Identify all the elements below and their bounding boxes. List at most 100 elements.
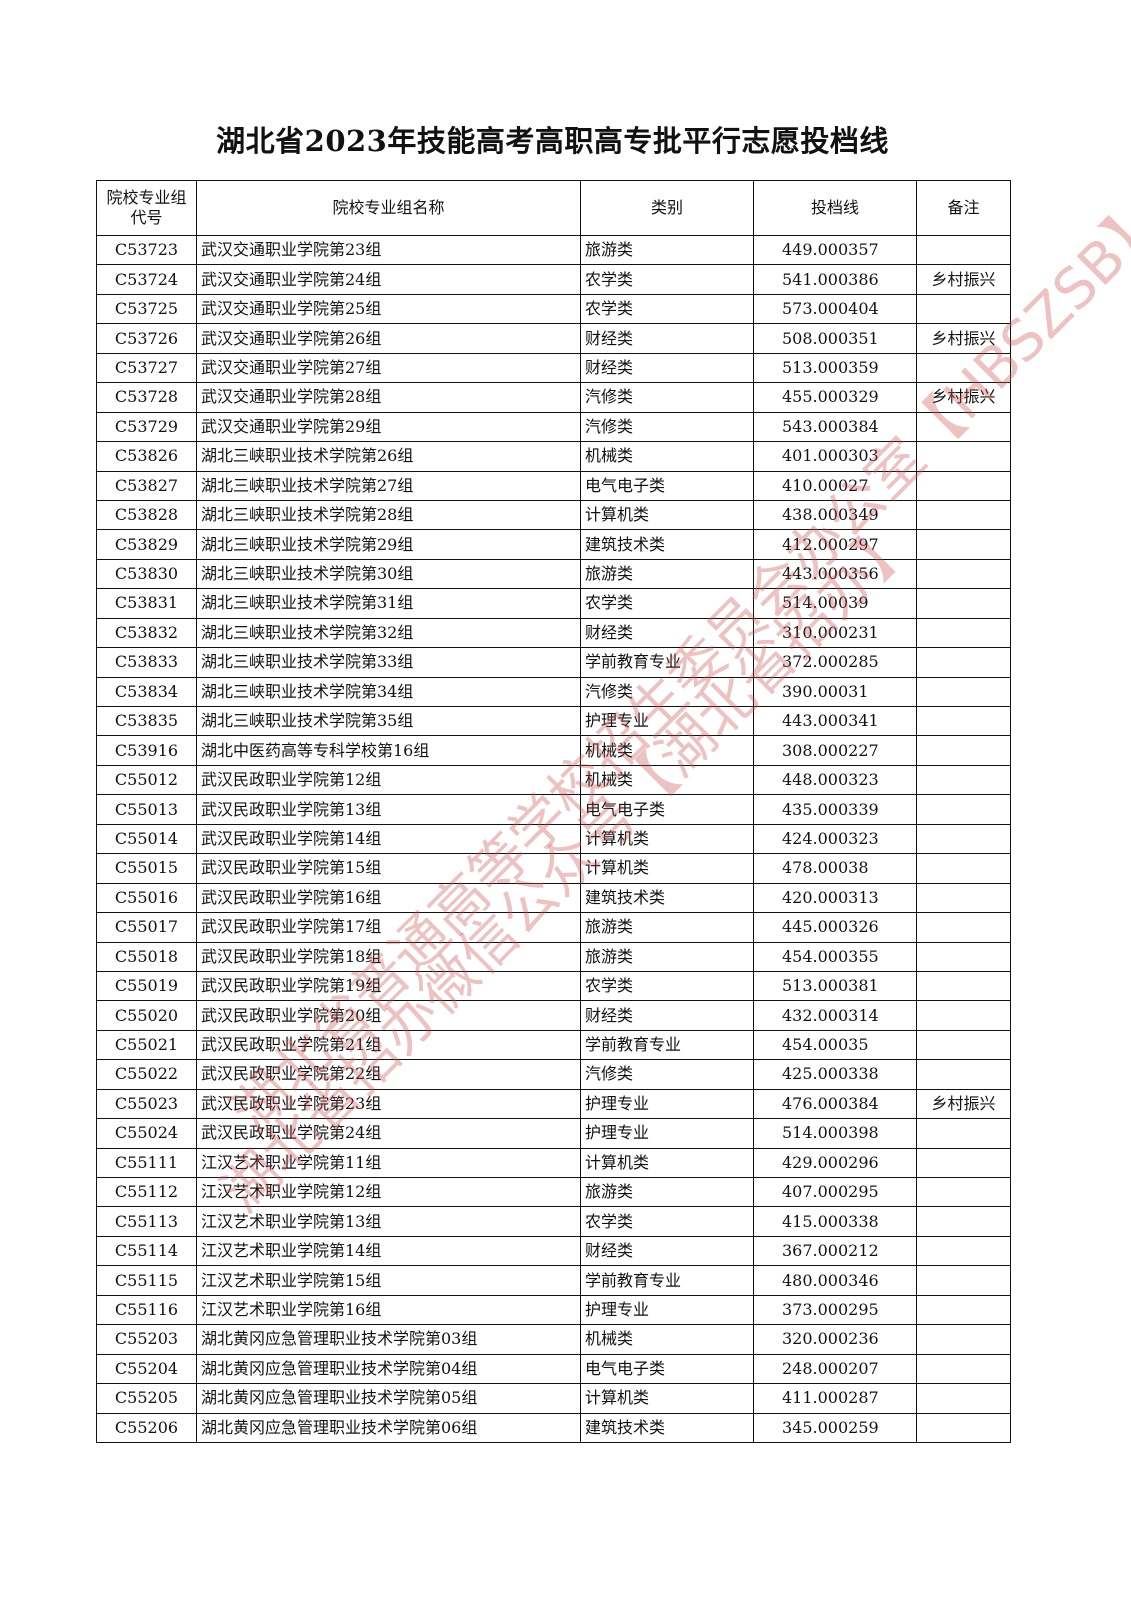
table-row: C53727 武汉交通职业学院第27组 财经类 513.000359: [96, 352, 1011, 384]
cell-category: 护理专业: [580, 1118, 754, 1149]
table-row: C53728 武汉交通职业学院第28组 汽修类 455.000329 乡村振兴: [96, 382, 1011, 413]
cell-score: 390.00031: [753, 676, 917, 708]
cell-name: 武汉民政职业学院第12组: [196, 764, 581, 796]
cell-score: 432.000314: [753, 1000, 917, 1031]
table-row: C53829 湖北三峡职业技术学院第29组 建筑技术类 412.000297: [96, 529, 1011, 560]
cell-note: [916, 970, 1011, 1002]
cell-category: 护理专业: [580, 705, 754, 737]
cell-note: [916, 1353, 1011, 1385]
cell-score: 310.000231: [753, 617, 917, 649]
table-row: C53827 湖北三峡职业技术学院第27组 电气电子类 410.00027: [96, 470, 1011, 501]
cell-score: 543.000384: [753, 411, 917, 443]
cell-code: C55016: [96, 882, 197, 914]
cell-name: 江汉艺术职业学院第12组: [196, 1176, 581, 1208]
cell-code: C53723: [96, 234, 197, 266]
cell-score: 412.000297: [753, 529, 917, 560]
cell-score: 476.000384: [753, 1088, 917, 1120]
cell-note: [916, 1294, 1011, 1326]
cell-note: [916, 1000, 1011, 1031]
cell-code: C55205: [96, 1383, 197, 1414]
cell-note: [916, 823, 1011, 855]
cell-name: 武汉交通职业学院第27组: [196, 352, 581, 384]
cell-category: 汽修类: [580, 411, 754, 443]
cell-note: 乡村振兴: [916, 382, 1011, 413]
table-row: C53725 武汉交通职业学院第25组 农学类 573.000404: [96, 293, 1011, 325]
cell-category: 旅游类: [580, 941, 754, 972]
cell-code: C55204: [96, 1353, 197, 1385]
cell-score: 443.000356: [753, 558, 917, 590]
cell-code: C55020: [96, 1000, 197, 1031]
table-row: C53826 湖北三峡职业技术学院第26组 机械类 401.000303: [96, 441, 1011, 472]
cell-category: 农学类: [580, 1206, 754, 1237]
cell-category: 农学类: [580, 588, 754, 619]
table-row: C53834 湖北三峡职业技术学院第34组 汽修类 390.00031: [96, 676, 1011, 708]
table-row: C55021 武汉民政职业学院第21组 学前教育专业 454.00035: [96, 1029, 1011, 1061]
cell-category: 农学类: [580, 264, 754, 295]
cell-code: C53826: [96, 441, 197, 472]
cell-name: 武汉民政职业学院第19组: [196, 970, 581, 1002]
cell-name: 武汉民政职业学院第22组: [196, 1059, 581, 1090]
cell-name: 武汉民政职业学院第17组: [196, 912, 581, 943]
cell-score: 410.00027: [753, 470, 917, 501]
cell-note: [916, 234, 1011, 266]
cell-category: 汽修类: [580, 1059, 754, 1090]
cell-code: C53834: [96, 676, 197, 708]
cell-category: 护理专业: [580, 1088, 754, 1120]
cell-name: 武汉民政职业学院第14组: [196, 823, 581, 855]
header-code: 院校专业组代号: [96, 180, 197, 236]
cell-note: [916, 470, 1011, 501]
cell-name: 武汉民政职业学院第16组: [196, 882, 581, 914]
cell-code: C53830: [96, 558, 197, 590]
cell-name: 湖北三峡职业技术学院第34组: [196, 676, 581, 708]
cell-score: 514.000398: [753, 1118, 917, 1149]
cell-code: C55115: [96, 1265, 197, 1296]
table-row: C53828 湖北三峡职业技术学院第28组 计算机类 438.000349: [96, 499, 1011, 531]
cell-name: 江汉艺术职业学院第13组: [196, 1206, 581, 1237]
cell-name: 湖北黄冈应急管理职业技术学院第04组: [196, 1353, 581, 1385]
cell-note: [916, 1265, 1011, 1296]
cell-category: 财经类: [580, 1000, 754, 1031]
cell-score: 372.000285: [753, 647, 917, 678]
cell-code: C53727: [96, 352, 197, 384]
cell-category: 财经类: [580, 352, 754, 384]
cell-category: 财经类: [580, 323, 754, 354]
cell-category: 学前教育专业: [580, 647, 754, 678]
cell-name: 武汉交通职业学院第25组: [196, 293, 581, 325]
cell-category: 机械类: [580, 764, 754, 796]
cell-category: 农学类: [580, 293, 754, 325]
cell-code: C55024: [96, 1118, 197, 1149]
table-row: C55114 江汉艺术职业学院第14组 财经类 367.000212: [96, 1235, 1011, 1267]
cell-name: 湖北三峡职业技术学院第26组: [196, 441, 581, 472]
cell-score: 415.000338: [753, 1206, 917, 1237]
cell-note: [916, 558, 1011, 590]
cell-note: [916, 735, 1011, 766]
cell-note: [916, 293, 1011, 325]
cell-category: 护理专业: [580, 1294, 754, 1326]
cell-name: 湖北三峡职业技术学院第31组: [196, 588, 581, 619]
cell-code: C53728: [96, 382, 197, 413]
cell-code: C53829: [96, 529, 197, 560]
table-row: C55116 江汉艺术职业学院第16组 护理专业 373.000295: [96, 1294, 1011, 1326]
cell-score: 541.000386: [753, 264, 917, 295]
cell-code: C55206: [96, 1412, 197, 1443]
cell-note: 乡村振兴: [916, 1088, 1011, 1120]
table-row: C53830 湖北三峡职业技术学院第30组 旅游类 443.000356: [96, 558, 1011, 590]
cell-note: [916, 1118, 1011, 1149]
cell-code: C55021: [96, 1029, 197, 1061]
cell-note: [916, 588, 1011, 619]
cell-category: 汽修类: [580, 382, 754, 413]
table-row: C55113 江汉艺术职业学院第13组 农学类 415.000338: [96, 1206, 1011, 1237]
cell-note: [916, 676, 1011, 708]
table-row: C55015 武汉民政职业学院第15组 计算机类 478.00038: [96, 853, 1011, 884]
table-row: C55023 武汉民政职业学院第23组 护理专业 476.000384 乡村振兴: [96, 1088, 1011, 1120]
cell-category: 财经类: [580, 1235, 754, 1267]
table-row: C55013 武汉民政职业学院第13组 电气电子类 435.000339: [96, 794, 1011, 825]
cell-score: 508.000351: [753, 323, 917, 354]
cell-code: C53725: [96, 293, 197, 325]
cell-category: 机械类: [580, 735, 754, 766]
cell-score: 455.000329: [753, 382, 917, 413]
cell-score: 424.000323: [753, 823, 917, 855]
cell-score: 373.000295: [753, 1294, 917, 1326]
cell-name: 湖北三峡职业技术学院第27组: [196, 470, 581, 501]
cell-code: C55114: [96, 1235, 197, 1267]
